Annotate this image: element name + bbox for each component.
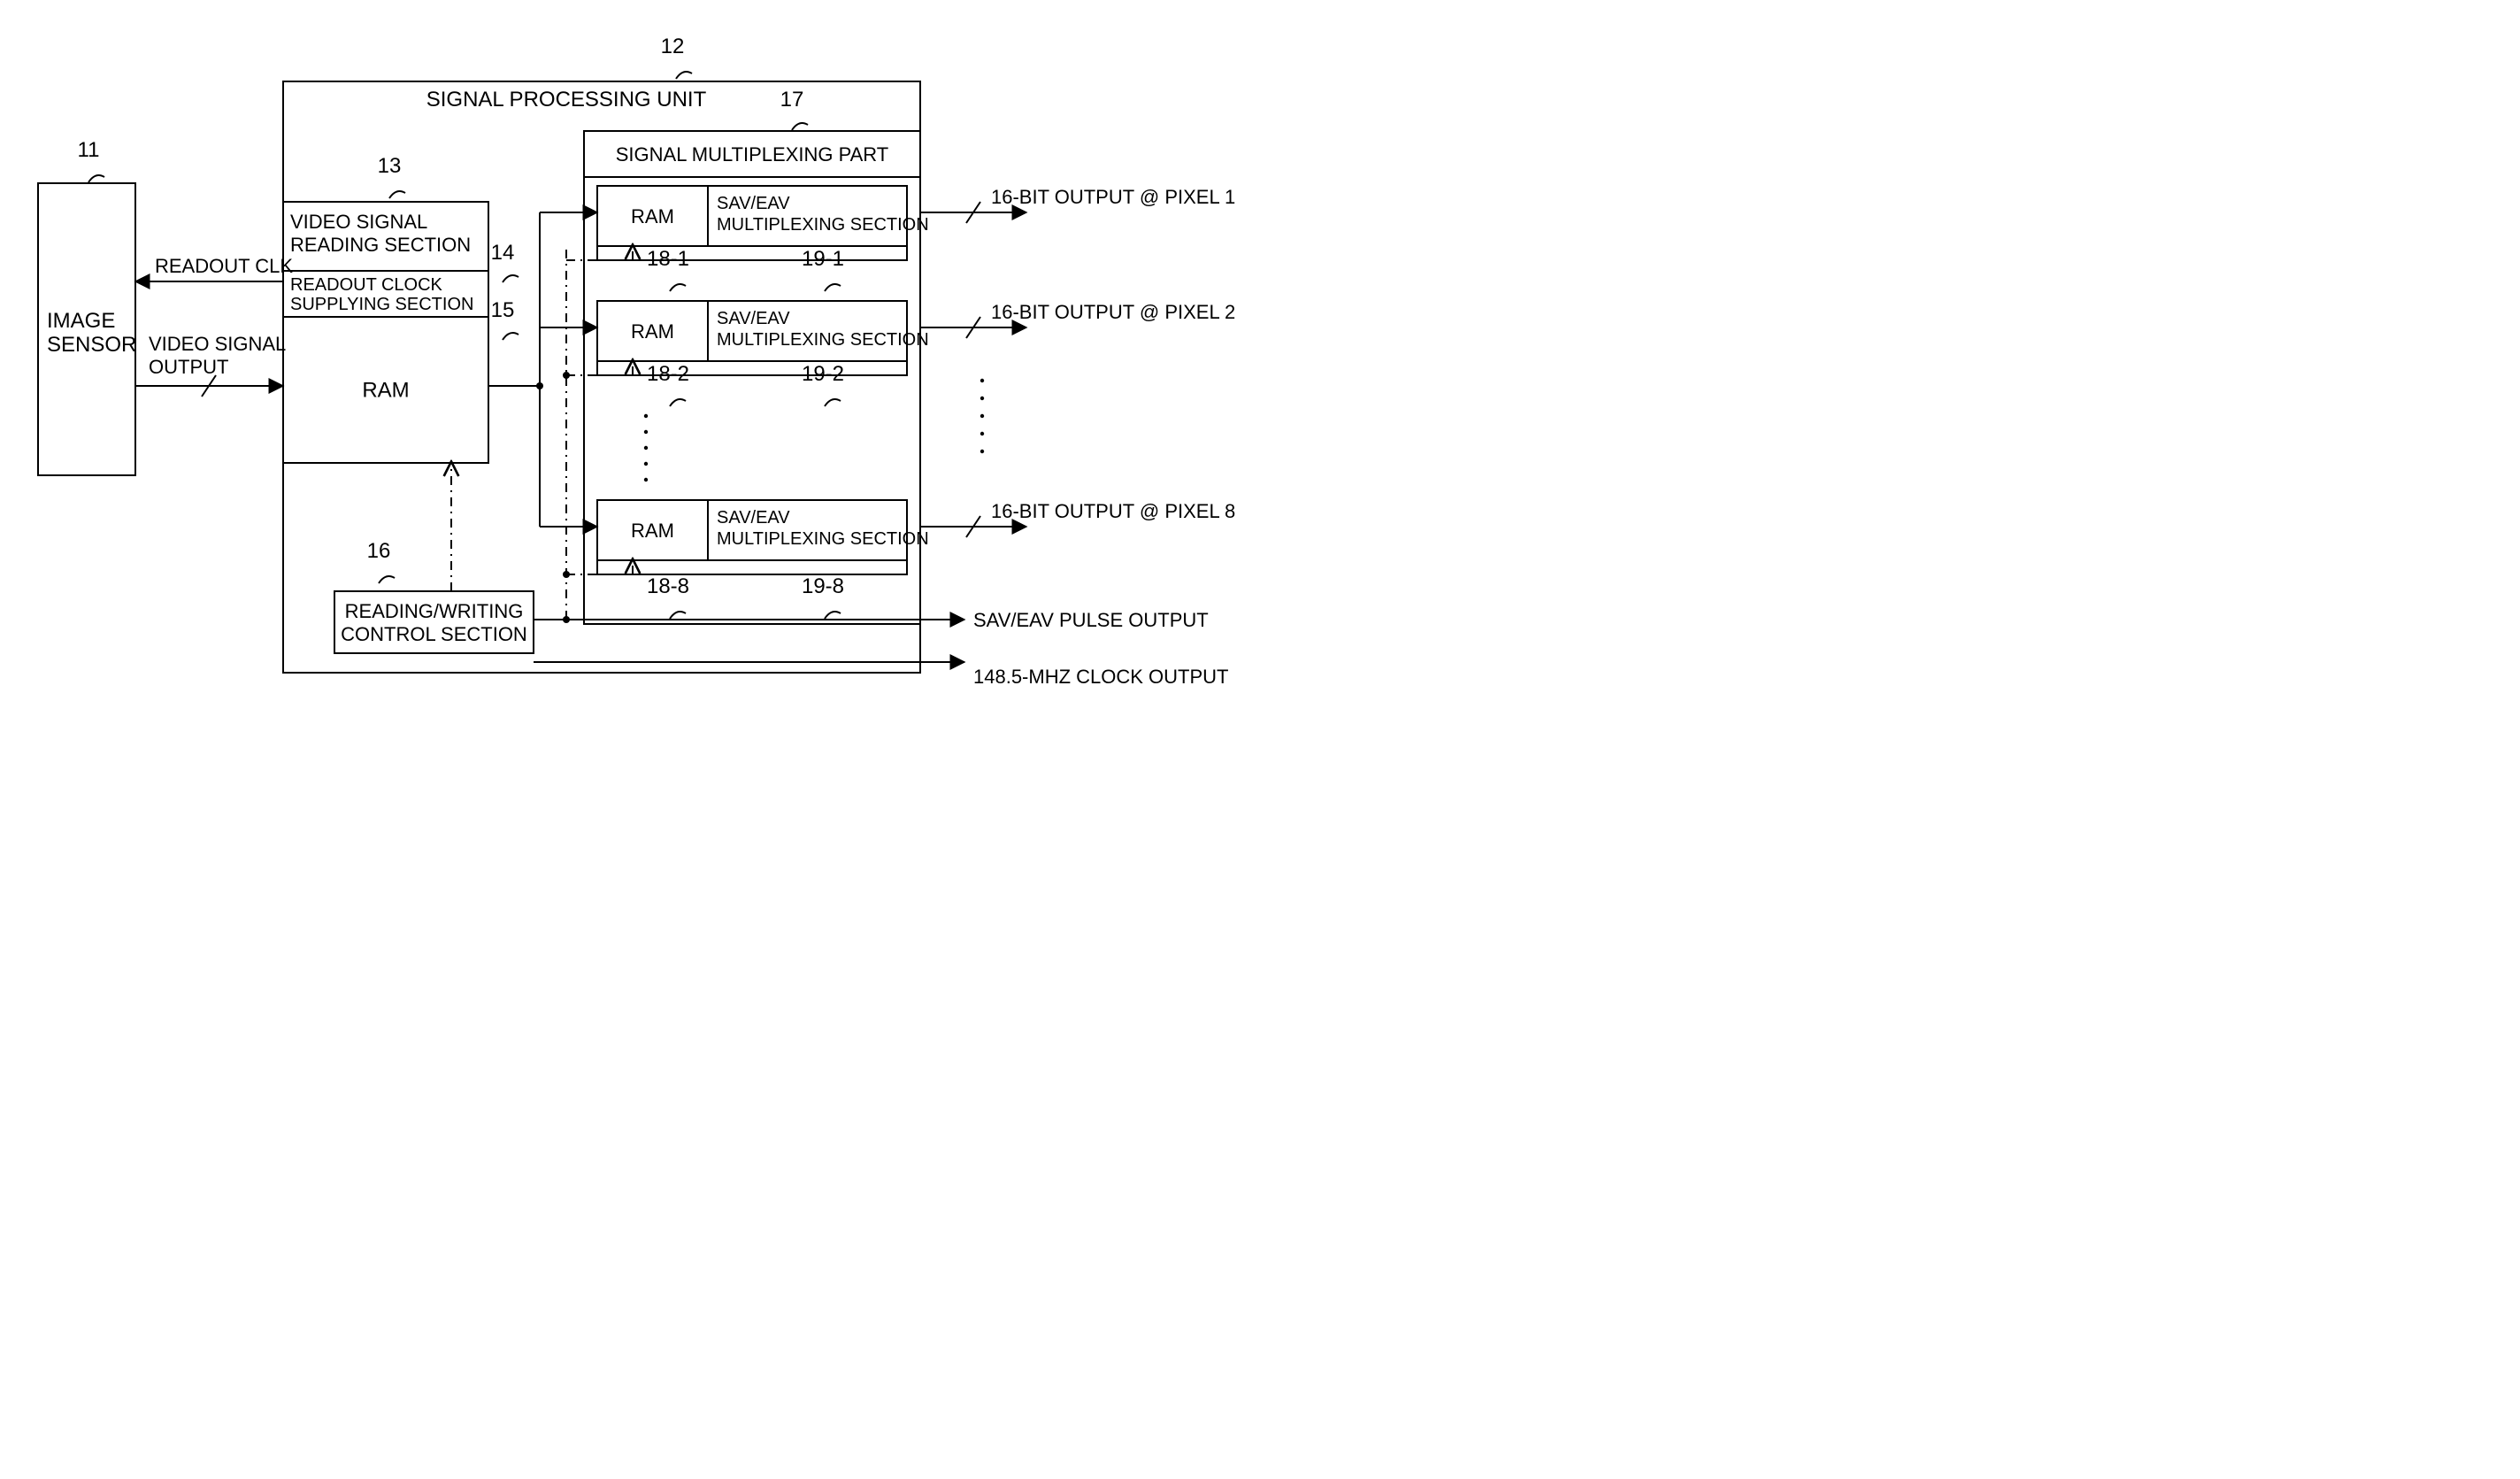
svg-text:RAM: RAM — [631, 320, 674, 343]
svg-text:148.5-MHZ CLOCK OUTPUT: 148.5-MHZ CLOCK OUTPUT — [973, 666, 1229, 688]
svg-text:IMAGE: IMAGE — [47, 309, 115, 333]
svg-text:SAV/EAV: SAV/EAV — [717, 194, 790, 213]
svg-text:19-8: 19-8 — [802, 574, 844, 598]
svg-text:MULTIPLEXING SECTION: MULTIPLEXING SECTION — [717, 529, 929, 549]
svg-text:14: 14 — [491, 241, 515, 265]
svg-text:MULTIPLEXING SECTION: MULTIPLEXING SECTION — [717, 330, 929, 350]
svg-text:RAM: RAM — [631, 205, 674, 227]
svg-text:SAV/EAV: SAV/EAV — [717, 309, 790, 328]
svg-text:SAV/EAV: SAV/EAV — [717, 508, 790, 528]
svg-text:17: 17 — [780, 88, 804, 112]
svg-text:18-1: 18-1 — [647, 247, 689, 271]
svg-text:18-8: 18-8 — [647, 574, 689, 598]
svg-text:16-BIT OUTPUT @ PIXEL 1: 16-BIT OUTPUT @ PIXEL 1 — [991, 186, 1235, 208]
svg-text:12: 12 — [661, 35, 685, 58]
svg-text:SENSOR: SENSOR — [47, 333, 136, 357]
svg-text:OUTPUT: OUTPUT — [149, 356, 228, 378]
svg-text:VIDEO SIGNAL: VIDEO SIGNAL — [149, 333, 286, 355]
svg-text:16: 16 — [367, 539, 391, 563]
svg-text:READOUT CLK: READOUT CLK — [155, 255, 293, 277]
svg-text:SAV/EAV PULSE OUTPUT: SAV/EAV PULSE OUTPUT — [973, 609, 1209, 631]
svg-text:19-2: 19-2 — [802, 362, 844, 386]
svg-text:15: 15 — [491, 298, 515, 322]
svg-text:RAM: RAM — [631, 520, 674, 542]
svg-text:19-1: 19-1 — [802, 247, 844, 271]
svg-text:18-2: 18-2 — [647, 362, 689, 386]
svg-text:16-BIT OUTPUT @ PIXEL 2: 16-BIT OUTPUT @ PIXEL 2 — [991, 301, 1235, 323]
svg-text:MULTIPLEXING SECTION: MULTIPLEXING SECTION — [717, 215, 929, 235]
svg-text:READING SECTION: READING SECTION — [290, 234, 471, 256]
svg-text:SUPPLYING SECTION: SUPPLYING SECTION — [290, 295, 473, 314]
svg-text:16-BIT OUTPUT @ PIXEL 8: 16-BIT OUTPUT @ PIXEL 8 — [991, 500, 1235, 522]
svg-text:RAM: RAM — [362, 379, 409, 403]
svg-text:13: 13 — [378, 154, 402, 178]
svg-text:CONTROL SECTION: CONTROL SECTION — [341, 623, 527, 645]
svg-text:VIDEO SIGNAL: VIDEO SIGNAL — [290, 211, 427, 233]
svg-text:SIGNAL MULTIPLEXING PART: SIGNAL MULTIPLEXING PART — [616, 143, 888, 166]
svg-text:READING/WRITING: READING/WRITING — [345, 600, 524, 622]
svg-text:READOUT CLOCK: READOUT CLOCK — [290, 275, 443, 295]
svg-text:11: 11 — [78, 138, 100, 162]
svg-text:SIGNAL PROCESSING UNIT: SIGNAL PROCESSING UNIT — [426, 88, 707, 112]
